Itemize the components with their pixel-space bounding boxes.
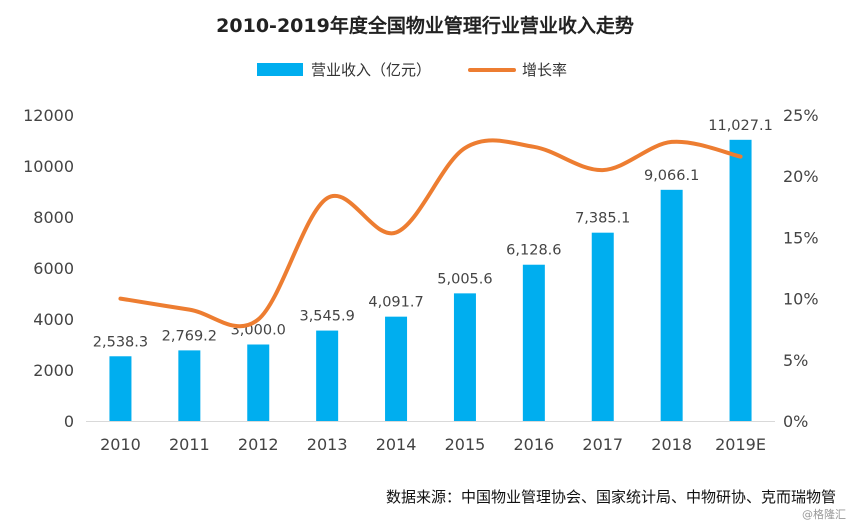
bar <box>316 330 339 421</box>
legend-label-growth: 增长率 <box>522 61 567 79</box>
x-tick-label: 2015 <box>445 435 486 454</box>
bar-data-label: 3,545.9 <box>299 309 354 325</box>
bar-data-label: 7,385.1 <box>575 211 630 227</box>
y-right-tick-label: 20% <box>783 167 819 186</box>
bar-data-label: 6,128.6 <box>506 243 561 259</box>
y-left-tick-label: 4000 <box>33 310 74 329</box>
legend: 营业收入（亿元） 增长率 <box>257 61 567 79</box>
bar-data-label: 2,769.2 <box>162 328 217 344</box>
y-right-tick-label: 0% <box>783 412 808 431</box>
x-tick-label: 2016 <box>513 435 554 454</box>
bar <box>729 139 752 421</box>
bar <box>385 316 408 421</box>
bar-data-label: 5,005.6 <box>437 271 492 287</box>
bar-data-label: 9,066.1 <box>644 168 699 184</box>
y-right-tick-label: 5% <box>783 351 808 370</box>
bar <box>109 356 132 421</box>
y-left-tick-label: 8000 <box>33 208 74 227</box>
bar-data-label: 4,091.7 <box>368 295 423 311</box>
x-tick-label: 2019E <box>715 435 766 454</box>
y-left-tick-label: 6000 <box>33 259 74 278</box>
bar <box>591 232 614 421</box>
x-tick-label: 2013 <box>307 435 348 454</box>
bar <box>178 350 201 421</box>
plot-area: 0 2000 4000 6000 8000 10000 12000 0% 5% 10% 15% 20%… <box>23 106 818 454</box>
bar-data-label: 2,538.3 <box>93 334 148 350</box>
x-tick-label: 2010 <box>100 435 141 454</box>
x-tick-label: 2018 <box>651 435 692 454</box>
x-tick-label: 2014 <box>376 435 417 454</box>
bar <box>453 293 476 421</box>
x-tick-label: 2011 <box>169 435 210 454</box>
bar <box>247 344 270 421</box>
legend-label-revenue: 营业收入（亿元） <box>311 61 431 79</box>
y-right-tick-label: 25% <box>783 106 819 125</box>
y-left-tick-label: 0 <box>64 412 74 431</box>
bar-data-label: 11,027.1 <box>708 118 773 134</box>
y-left-tick-label: 2000 <box>33 361 74 380</box>
y-left-tick-label: 10000 <box>23 157 74 176</box>
bar <box>660 189 683 421</box>
x-tick-label: 2012 <box>238 435 279 454</box>
watermark: @格隆汇 <box>802 507 846 521</box>
y-left-tick-label: 12000 <box>23 106 74 125</box>
x-tick-label: 2017 <box>582 435 623 454</box>
bar <box>522 264 545 421</box>
source-note: 数据来源：中国物业管理协会、国家统计局、中物研协、克而瑞物管 <box>386 488 836 506</box>
y-right-tick-label: 15% <box>783 228 819 247</box>
chart-title: 2010-2019年度全国物业管理行业营业收入走势 <box>216 14 634 37</box>
legend-swatch-revenue <box>257 63 303 76</box>
growth-rate-line <box>118 138 743 329</box>
y-right-tick-label: 10% <box>783 290 819 309</box>
